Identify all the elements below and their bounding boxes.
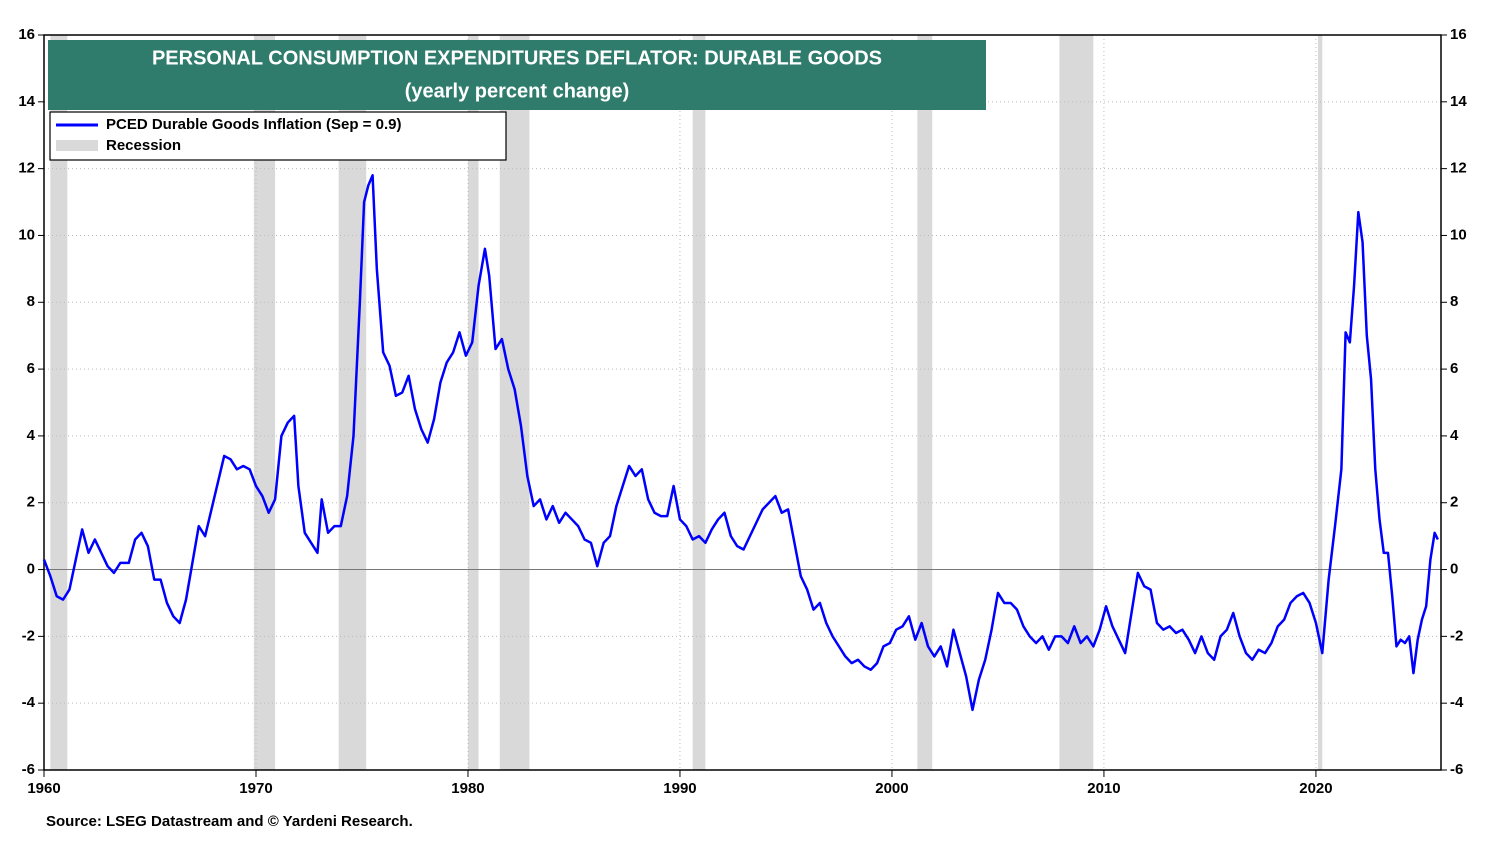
x-tick-label: 2000 [875,780,908,797]
chart-title: PERSONAL CONSUMPTION EXPENDITURES DEFLAT… [152,47,882,69]
y-tick-label: 2 [27,494,35,511]
y-tick-label: 10 [18,226,35,243]
legend-label: PCED Durable Goods Inflation (Sep = 0.9) [106,116,401,133]
y-tick-label: 14 [18,93,35,110]
y-tick-label: 12 [18,160,35,177]
source-note: Source: LSEG Datastream and © Yardeni Re… [46,813,413,830]
legend-box [49,111,507,161]
legend-label: Recession [106,137,181,154]
y2-tick-label: 8 [1450,293,1458,310]
y-tick-label: 4 [27,427,36,444]
y2-tick-label: 4 [1450,427,1459,444]
x-tick-label: 1990 [663,780,696,797]
y-tick-label: -2 [22,627,35,644]
data-line [42,174,1439,712]
y2-tick-label: 6 [1450,360,1458,377]
y2-tick-label: 0 [1450,561,1458,578]
y-tick-label: 16 [18,26,35,43]
y2-tick-label: 2 [1450,494,1458,511]
y2-tick-label: -4 [1450,694,1464,711]
x-tick-label: 1970 [239,780,272,797]
x-tick-label: 2020 [1299,780,1332,797]
recession-band [917,35,933,770]
y2-tick-label: 16 [1450,26,1467,43]
recession-band [692,35,706,770]
title-box [48,40,986,110]
y2-tick-label: -6 [1450,761,1463,778]
x-tick-label: 2010 [1087,780,1120,797]
x-tick-label: 1980 [451,780,484,797]
plot-frame [43,34,1442,771]
y2-tick-label: 10 [1450,226,1467,243]
y2-tick-label: 12 [1450,160,1467,177]
y-tick-label: 0 [27,561,35,578]
chart-subtitle: (yearly percent change) [405,80,630,102]
y-tick-label: 6 [27,360,35,377]
recession-band [253,35,276,770]
recession-band [1059,35,1094,770]
y2-tick-label: -2 [1450,627,1463,644]
x-tick-label: 1960 [27,780,60,797]
recession-band [1318,35,1323,770]
y2-tick-label: 14 [1450,93,1467,110]
y-tick-label: -6 [22,761,35,778]
y-tick-label: 8 [27,293,35,310]
legend-swatch [56,140,98,151]
recession-band [467,35,479,770]
y-tick-label: -4 [22,694,36,711]
